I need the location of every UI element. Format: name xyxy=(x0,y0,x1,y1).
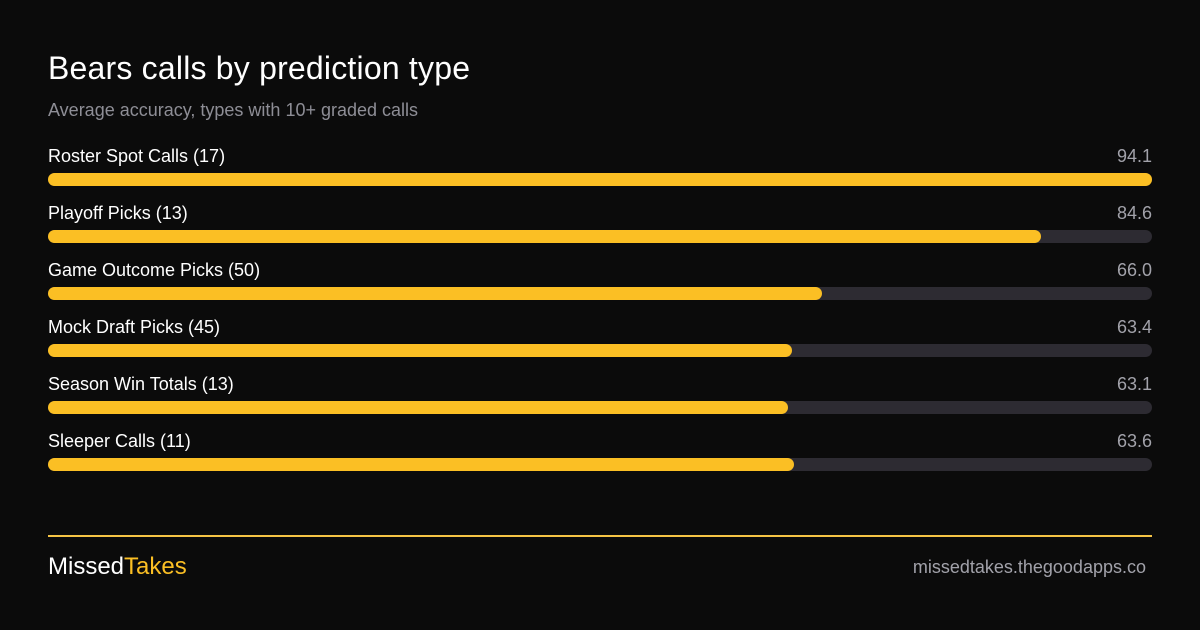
bar-label: Season Win Totals (13) xyxy=(48,374,234,394)
bar-fill xyxy=(48,458,794,471)
bar-track xyxy=(48,458,1152,471)
bar-chart: Roster Spot Calls (17) 94.1 Playoff Picks … xyxy=(48,144,1152,486)
bar-track xyxy=(48,173,1152,186)
bar-label: Sleeper Calls (11) xyxy=(48,431,191,451)
bar-fill xyxy=(48,230,1041,243)
site-url: missedtakes.thegoodapps.co xyxy=(912,557,1146,577)
chart-title: Bears calls by prediction type xyxy=(48,50,471,86)
bar-fill xyxy=(48,344,792,357)
chart-subtitle: Average accuracy, types with 10+ graded … xyxy=(48,100,419,120)
brand-name-accent: Takes xyxy=(124,553,187,580)
bar-row: Game Outcome Picks (50) 66.0 xyxy=(48,258,1152,315)
brand-logo: MissedTakes xyxy=(48,553,187,581)
bar-value-label: 94.1 xyxy=(1116,146,1152,166)
bar-row: Roster Spot Calls (17) 94.1 xyxy=(48,144,1152,201)
bar-fill xyxy=(48,287,822,300)
bar-value-label: 84.6 xyxy=(1116,203,1152,223)
bar-fill xyxy=(48,173,1152,186)
bar-value-label: 63.1 xyxy=(1116,374,1152,394)
bar-track xyxy=(48,344,1152,357)
bar-label: Game Outcome Picks (50) xyxy=(48,260,261,280)
bar-value-label: 63.6 xyxy=(1116,431,1152,451)
bar-track xyxy=(48,287,1152,300)
bar-label: Playoff Picks (13) xyxy=(48,203,188,223)
bar-row: Mock Draft Picks (45) 63.4 xyxy=(48,315,1152,372)
bar-value-label: 66.0 xyxy=(1116,260,1152,280)
bar-row: Playoff Picks (13) 84.6 xyxy=(48,201,1152,258)
bar-fill xyxy=(48,401,788,414)
bar-row: Sleeper Calls (11) 63.6 xyxy=(48,429,1152,486)
bar-label: Mock Draft Picks (45) xyxy=(48,317,221,337)
footer-divider xyxy=(48,535,1152,537)
bar-track xyxy=(48,230,1152,243)
bar-label: Roster Spot Calls (17) xyxy=(48,146,226,166)
bar-track xyxy=(48,401,1152,414)
bar-value-label: 63.4 xyxy=(1116,317,1152,337)
bar-row: Season Win Totals (13) 63.1 xyxy=(48,372,1152,429)
brand-name-main: Missed xyxy=(48,553,125,580)
